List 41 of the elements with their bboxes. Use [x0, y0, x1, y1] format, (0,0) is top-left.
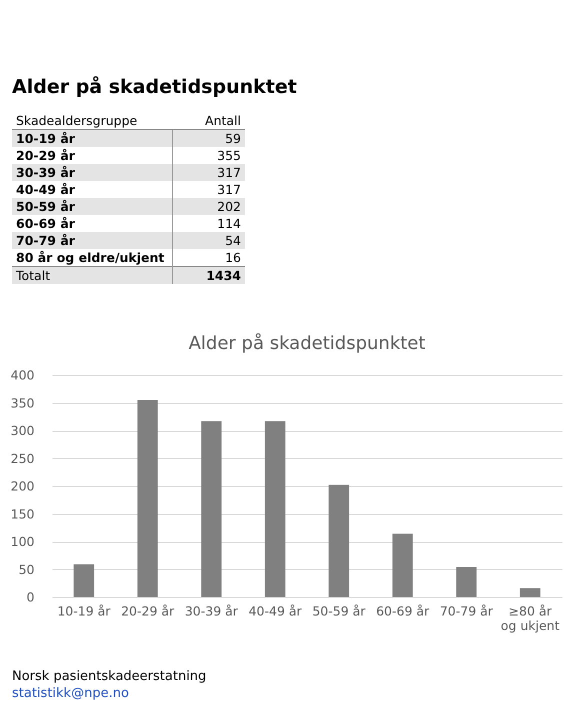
- x-tick-label: 50-59 år: [312, 604, 366, 618]
- y-tick-label: 50: [18, 562, 35, 577]
- data-label: 59: [172, 130, 245, 147]
- category-label: 80 år og eldre/ukjent: [15, 249, 166, 266]
- text: Norsk pasientskadeerstatning: [12, 668, 206, 685]
- y-tick-label: 150: [10, 506, 35, 522]
- text: statistikk@npe.no: [12, 686, 129, 701]
- chart-title: Alder på skadetidspunktet: [188, 333, 426, 354]
- category-label: 20-29 år: [15, 147, 76, 164]
- y-tick-label: 350: [10, 395, 35, 410]
- x-tick-label: 10-19 år: [57, 604, 112, 618]
- x-tick-label: 30-39 år: [184, 604, 239, 618]
- category-label: 50-59 år: [12, 198, 172, 215]
- text: Skadealdersgruppe: [12, 112, 172, 130]
- x-tick-label: 20-29 år: [121, 604, 176, 618]
- y-tick-label: 100: [10, 534, 35, 549]
- text: Antall: [172, 112, 245, 130]
- data-label: 355: [172, 147, 245, 164]
- data-label: 54: [172, 232, 245, 249]
- data-label: 317: [172, 181, 245, 198]
- y-tick-label: 0: [26, 590, 35, 604]
- y-tick-label: 400: [10, 368, 35, 382]
- category-label: 10-19 år: [12, 130, 172, 147]
- y-tick-label: 300: [10, 423, 35, 438]
- x-tick-label: ≥80 år og ukjent: [500, 604, 560, 633]
- category-label: 40-49 år: [15, 181, 76, 198]
- text: 1434: [172, 266, 245, 284]
- y-tick-label: 200: [10, 478, 35, 494]
- data-label: 202: [172, 198, 245, 215]
- x-tick-label: 40-49 år: [248, 604, 303, 618]
- x-tick-label: 70-79 år: [440, 604, 494, 618]
- data-label: 317: [172, 164, 245, 181]
- category-label: 30-39 år: [12, 164, 172, 181]
- x-tick-label: 60-69 år: [376, 604, 430, 618]
- text: Totalt: [12, 266, 172, 284]
- data-label: 16: [172, 249, 245, 266]
- text: Alder på skadetidspunktet: [12, 76, 297, 98]
- category-label: 70-79 år: [12, 232, 172, 249]
- category-label: 60-69 år: [15, 215, 76, 232]
- data-label: 114: [172, 215, 245, 232]
- y-tick-label: 250: [10, 450, 35, 466]
